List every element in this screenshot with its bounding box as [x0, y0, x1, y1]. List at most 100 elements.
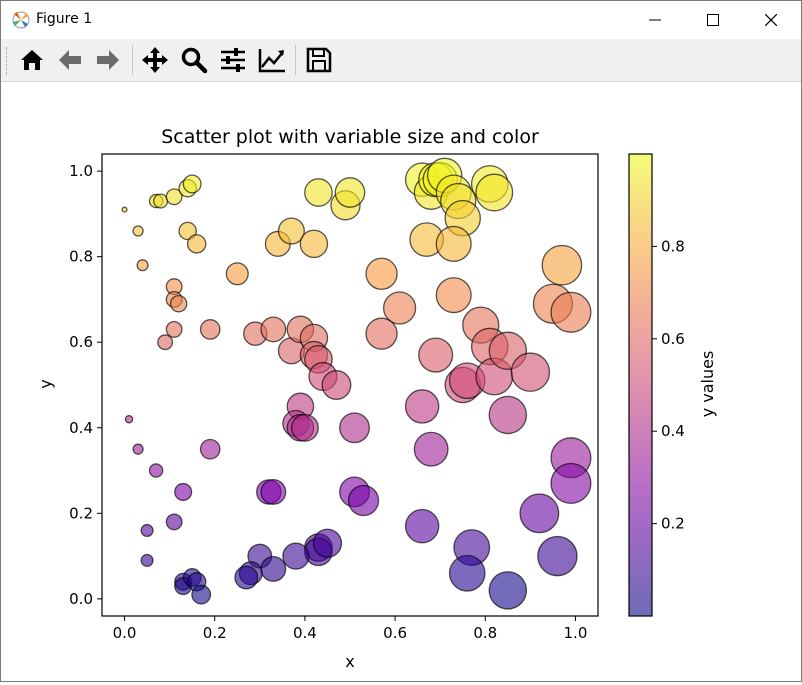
close-button[interactable]: [743, 1, 801, 39]
chart-title: Scatter plot with variable size and colo…: [161, 126, 539, 148]
home-icon: [21, 50, 43, 70]
scatter-point: [260, 478, 287, 505]
y-tick-label: 0.0: [69, 590, 93, 608]
scatter-point: [418, 337, 454, 373]
scatter-point: [541, 244, 583, 286]
scatter-point: [488, 395, 528, 435]
x-tick-label: 1.0: [564, 624, 588, 642]
scatter-point: [199, 438, 221, 460]
scatter-point: [475, 173, 514, 212]
scatter-point: [191, 584, 212, 605]
scatter-point: [304, 178, 333, 207]
scatter-point: [140, 523, 154, 537]
scatter-point: [169, 294, 188, 313]
scatter-point: [132, 443, 144, 455]
forward-button[interactable]: [91, 43, 125, 77]
colorbar-tick-label: 0.4: [661, 422, 685, 440]
plot-area[interactable]: 0.0 0.2 0.4 0.6 0.8 1.0 0.0 0.2 0.4 0.6 0.8 1.0: [69, 153, 599, 642]
edit-axis-button[interactable]: [255, 43, 289, 77]
scatter-point: [550, 291, 592, 333]
scatter-point: [382, 291, 417, 325]
colorbar-gradient: [628, 153, 653, 617]
scatter-point: [365, 257, 398, 290]
scatter-point: [260, 316, 287, 343]
save-icon: [306, 47, 332, 73]
scatter-point: [124, 414, 134, 424]
scatter-point: [182, 174, 202, 194]
scatter-point: [334, 177, 366, 208]
scatter-point: [519, 493, 560, 534]
scatter-point: [225, 262, 249, 286]
close-icon: [765, 14, 777, 26]
matplotlib-logo-icon: [12, 11, 30, 29]
scatter-point: [347, 484, 380, 517]
zoom-button[interactable]: [177, 43, 211, 77]
scatter-point: [178, 221, 197, 241]
scatter-point: [510, 352, 551, 392]
configure-subplots-button[interactable]: [216, 43, 250, 77]
scatter-point: [165, 513, 183, 531]
pan-icon: [142, 47, 168, 73]
colorbar: 0.2 0.4 0.6 0.8: [628, 153, 685, 617]
scatter-point: [199, 319, 221, 340]
forward-arrow-icon: [97, 50, 119, 70]
toolbar-separator: [295, 45, 296, 75]
pan-button[interactable]: [138, 43, 172, 77]
scatter-point: [435, 225, 472, 262]
scatter-point: [140, 553, 154, 567]
maximize-button[interactable]: [685, 1, 743, 39]
window-title: Figure 1: [36, 11, 93, 27]
toolbar-grip: [6, 47, 10, 75]
scatter-point: [448, 554, 486, 592]
x-tick-label: 0.4: [293, 624, 317, 642]
y-tick-label: 0.2: [69, 504, 93, 522]
scatter-point: [157, 334, 174, 351]
back-arrow-icon: [59, 50, 81, 70]
scatter-point: [537, 535, 578, 577]
colorbar-label: y values: [698, 351, 717, 418]
maximize-icon: [707, 14, 719, 26]
x-tick-label: 0.6: [383, 624, 407, 642]
scatter-point: [299, 229, 329, 259]
scatter-point: [312, 528, 343, 558]
configure-subplots-icon: [221, 48, 245, 72]
scatter-point: [277, 217, 305, 245]
scatter-point: [321, 370, 352, 400]
y-tick-label: 0.4: [69, 419, 93, 437]
y-tick-label: 0.8: [69, 248, 93, 266]
scatter-point: [186, 234, 207, 254]
x-tick-label: 0.8: [473, 624, 497, 642]
y-tick-label: 0.6: [69, 333, 93, 351]
scatter-chart: Scatter plot with variable size and colo…: [36, 126, 717, 671]
colorbar-tick-label: 0.8: [661, 237, 685, 255]
scatter-point: [165, 188, 183, 206]
minimize-button[interactable]: [627, 1, 685, 39]
x-tick-label: 0.2: [203, 624, 227, 642]
scatter-point: [148, 463, 164, 478]
scatter-point: [174, 482, 193, 501]
scatter-point: [365, 317, 398, 350]
title-bar: Figure 1: [1, 1, 801, 39]
scatter-point: [413, 431, 449, 467]
scatter-point: [136, 259, 149, 272]
save-button[interactable]: [302, 43, 336, 77]
plot-frame: [101, 153, 599, 617]
x-axis-label: x: [345, 652, 354, 671]
scatter-point: [121, 206, 128, 213]
scatter-point: [404, 508, 440, 544]
y-tick-label: 1.0: [69, 162, 93, 180]
colorbar-tick-label: 0.6: [661, 330, 685, 348]
figure-canvas[interactable]: Scatter plot with variable size and colo…: [1, 82, 801, 681]
scatter-point: [132, 225, 144, 237]
toolbar-separator: [132, 45, 133, 75]
scatter-point: [404, 389, 440, 424]
back-button[interactable]: [53, 43, 87, 77]
scatter-point: [435, 277, 472, 314]
scatter-point: [488, 571, 528, 610]
scatter-point: [153, 193, 169, 209]
home-button[interactable]: [15, 43, 49, 77]
scatter-point: [165, 320, 183, 338]
navigation-toolbar: [1, 39, 801, 82]
scatter-point: [260, 555, 287, 582]
